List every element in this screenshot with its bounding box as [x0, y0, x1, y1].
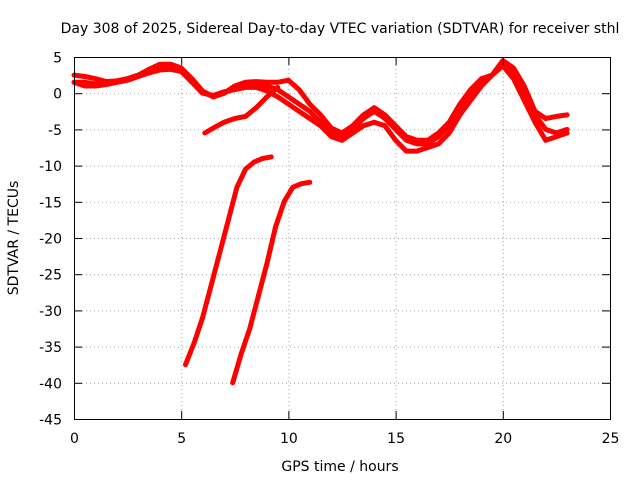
chart-title: Day 308 of 2025, Sidereal Day-to-day VTE… [61, 21, 620, 37]
y-axis-label: SDTVAR / TECUs [6, 181, 22, 296]
x-tick-label: 10 [280, 431, 298, 447]
x-tick-label: 0 [70, 431, 79, 447]
y-tick-label: -25 [39, 268, 62, 284]
x-axis-label: GPS time / hours [281, 459, 398, 475]
x-tick-label: 15 [387, 431, 405, 447]
series-trace-5 [183, 154, 274, 368]
y-tick-label: -30 [39, 304, 62, 320]
y-tick-label: -40 [39, 376, 62, 392]
y-tick-label: -15 [39, 195, 62, 211]
series-trace-6 [230, 179, 313, 386]
y-tick-label: -45 [39, 413, 62, 429]
series-trace-3 [71, 63, 570, 154]
x-tick-label: 20 [494, 431, 512, 447]
y-tick-label: -35 [39, 340, 62, 356]
series-layer [71, 58, 570, 386]
x-tick-label: 5 [177, 431, 186, 447]
grid-layer [74, 57, 610, 419]
y-tick-label: -10 [39, 159, 62, 175]
y-tick-label: -5 [48, 123, 62, 139]
y-tick-label: 5 [53, 51, 62, 67]
y-tick-label: 0 [53, 87, 62, 103]
axis-layer: 0 5 10 15 20 25 5 0 -5 -10 -15 -20 -25 -30 -35 -40 -45 [39, 51, 619, 448]
y-tick-label: -20 [39, 232, 62, 248]
x-tick-label: 25 [602, 431, 620, 447]
series-trace-4 [202, 84, 281, 136]
